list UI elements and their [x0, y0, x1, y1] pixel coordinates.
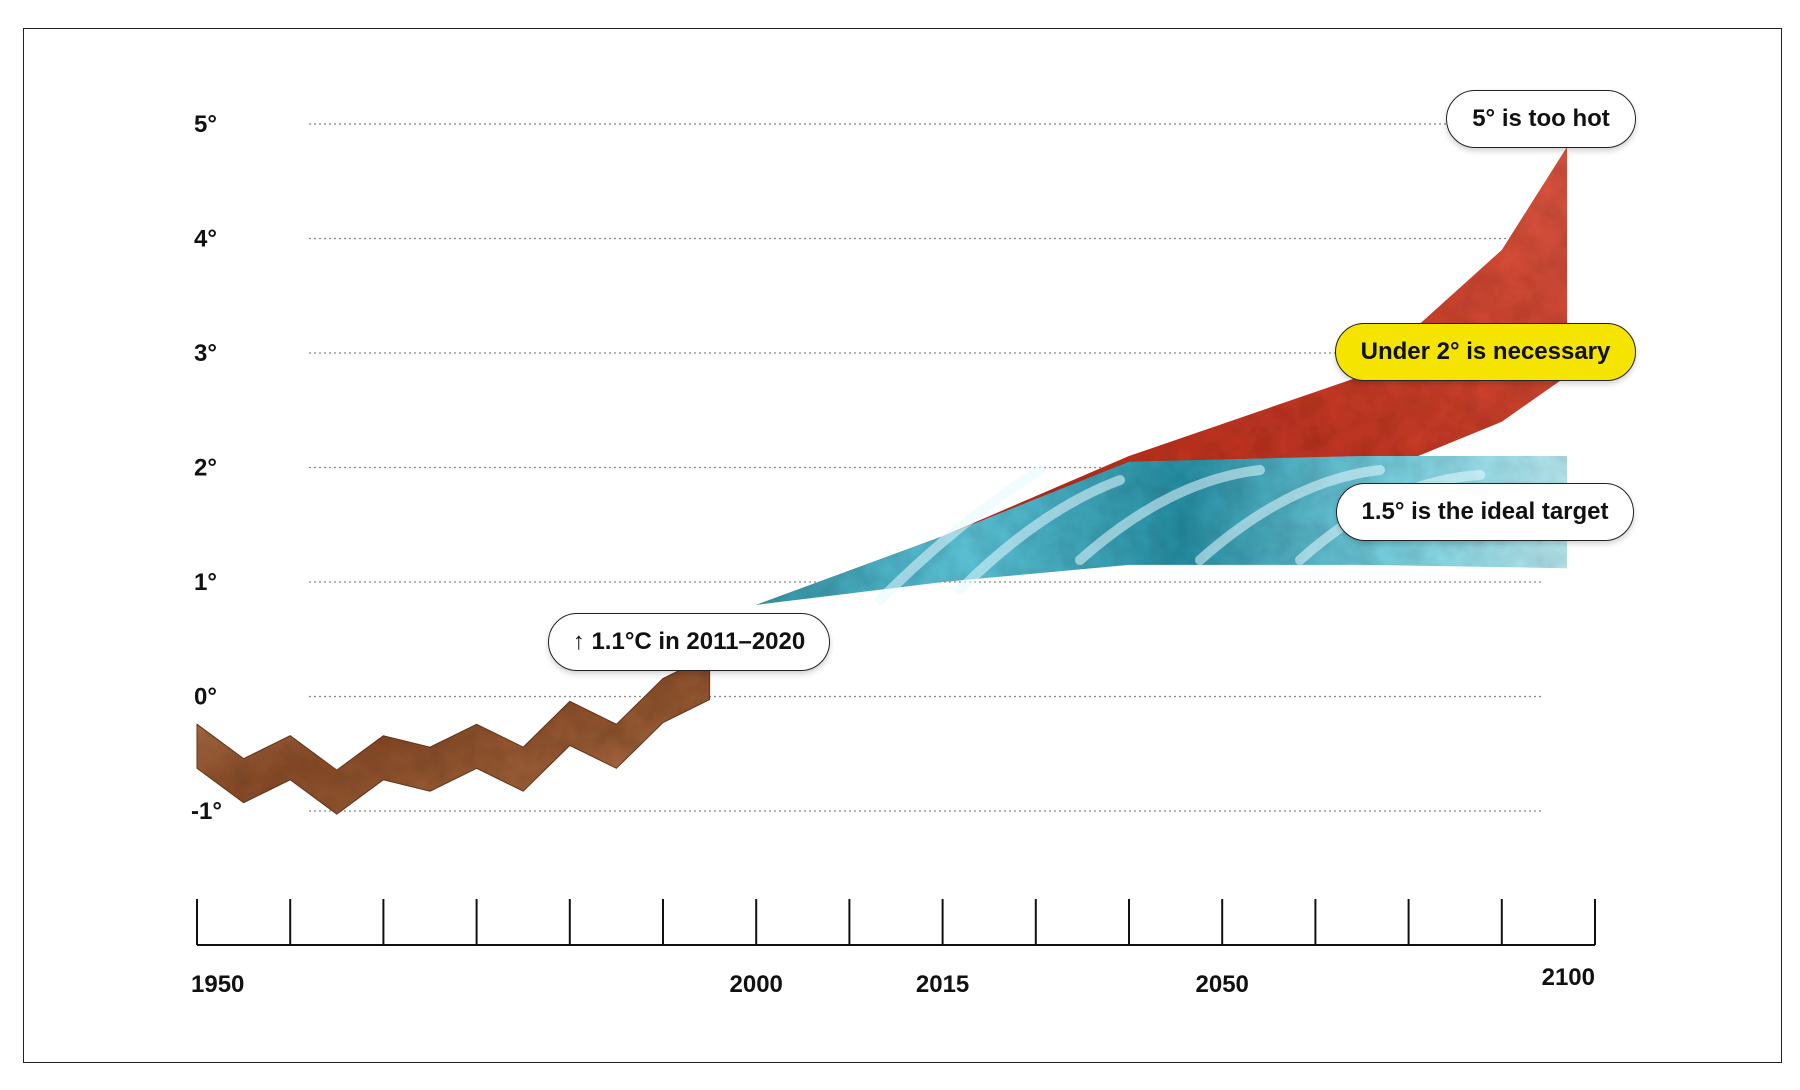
x-tick-label: 2000: [730, 971, 783, 998]
series-layer: [196, 146, 1568, 815]
callout-too-hot: 5° is too hot: [1446, 90, 1636, 148]
x-tick-label: 2100: [1542, 964, 1595, 991]
y-tick-label: 3°: [194, 340, 217, 367]
series-historical: [196, 654, 711, 815]
y-tick-label: 0°: [194, 684, 217, 711]
y-axis-labels: 5° 4° 3° 2° 1° 0° -1°: [191, 111, 222, 825]
x-tick-label: 1950: [191, 971, 244, 998]
marble-swirl: [1075, 465, 1265, 565]
x-axis-labels: 1950 2000 2015 2050 2100: [191, 964, 1595, 998]
callout-necessary: Under 2° is necessary: [1335, 323, 1636, 381]
chart-frame: [23, 28, 1782, 1063]
marble-swirl: [955, 475, 1125, 595]
x-tick-label: 2015: [916, 971, 969, 998]
y-tick-label: 1°: [194, 569, 217, 596]
x-tick-label: 2050: [1196, 971, 1249, 998]
callout-current-warming: ↑ 1.1°C in 2011–2020: [548, 613, 830, 671]
y-tick-label: 2°: [194, 455, 217, 482]
marble-swirl: [1195, 465, 1385, 565]
marble-swirl: [875, 465, 1045, 605]
series-high-warming: [709, 146, 1568, 663]
y-tick-label: -1°: [191, 798, 222, 825]
x-axis: [196, 899, 1596, 946]
y-tick-label: 4°: [194, 226, 217, 253]
y-tick-label: 5°: [194, 111, 217, 138]
callout-ideal-target: 1.5° is the ideal target: [1336, 483, 1634, 541]
